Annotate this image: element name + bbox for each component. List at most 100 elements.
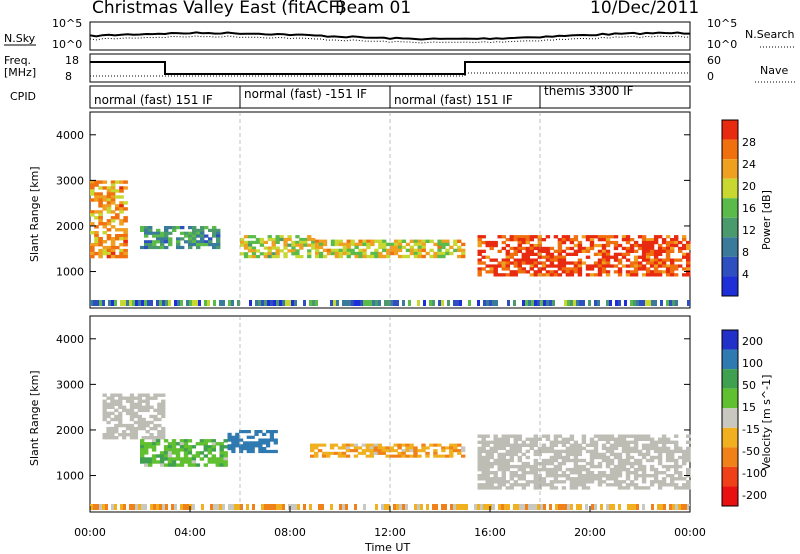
power-echo-region bbox=[90, 180, 128, 259]
power-echo-region bbox=[140, 226, 221, 250]
colorbar-tick-label: 100 bbox=[742, 357, 763, 370]
y-tick-label: 1000 bbox=[56, 266, 84, 279]
freq-right-tick-bottom: 0 bbox=[707, 70, 714, 83]
beam-label: Beam 01 bbox=[335, 0, 411, 18]
colorbar-swatch bbox=[722, 159, 738, 179]
power-echo-region bbox=[477, 235, 691, 277]
cpid-label: CPID bbox=[10, 90, 36, 103]
colorbar-tick-label: 12 bbox=[742, 224, 756, 237]
colorbar-swatch bbox=[722, 330, 738, 350]
x-axis-ticks: 00:00 04:00 08:00 12:00 16:00 20:00 00:00 bbox=[74, 506, 706, 539]
noise-left-tick-top: 10^5 bbox=[52, 17, 82, 30]
velocity-echo-region bbox=[477, 434, 691, 490]
power-echo-region bbox=[315, 239, 466, 259]
colorbar-tick-label: 50 bbox=[742, 379, 756, 392]
colorbar-tick-label: 4 bbox=[742, 268, 749, 281]
velocity-echo-region bbox=[140, 439, 228, 467]
colorbar-swatch bbox=[722, 178, 738, 199]
colorbar-tick-label: 200 bbox=[742, 335, 763, 348]
noise-panel: N.Sky 10^5 10^0 10^5 10^0 N.Search bbox=[4, 17, 795, 51]
colorbar-swatch bbox=[722, 447, 738, 467]
colorbar-tick-label: -15 bbox=[742, 423, 760, 436]
x-tick-label: 20:00 bbox=[574, 526, 606, 539]
velocity-colorbar-label: Velocity [m s^-1] bbox=[760, 375, 773, 470]
colorbar-swatch bbox=[722, 408, 738, 428]
y-tick-label: 3000 bbox=[56, 378, 84, 391]
freq-left-tick-top: 18 bbox=[65, 54, 79, 67]
cpid-mode-3: normal (fast) 151 IF bbox=[394, 93, 513, 107]
velocity-panel: 1000 2000 3000 4000 Slant Range [km] 200 100… bbox=[28, 315, 773, 513]
colorbar-swatch bbox=[722, 466, 738, 487]
y-tick-label: 1000 bbox=[56, 470, 84, 483]
colorbar-swatch bbox=[722, 349, 738, 370]
noise-left-tick-bottom: 10^0 bbox=[52, 38, 82, 51]
y-tick-label: 2000 bbox=[56, 220, 84, 233]
x-tick-label: 00:00 bbox=[74, 526, 106, 539]
colorbar-swatch bbox=[722, 369, 738, 389]
colorbar-swatch bbox=[722, 276, 738, 296]
power-colorbar: 4 8 12 16 20 24 28 bbox=[721, 119, 756, 297]
nave-label: Nave bbox=[760, 64, 788, 77]
power-colorbar-label: Power [dB] bbox=[760, 190, 773, 250]
y-tick-label: 4000 bbox=[56, 129, 84, 142]
freq-trace bbox=[90, 61, 690, 75]
colorbar-swatch bbox=[722, 237, 738, 257]
velocity-y-axis-label: Slant Range [km] bbox=[28, 370, 41, 466]
x-tick-label: 08:00 bbox=[274, 526, 306, 539]
velocity-y-ticks: 1000 2000 3000 4000 bbox=[56, 333, 690, 483]
x-axis-label: Time UT bbox=[364, 541, 410, 554]
colorbar-frame bbox=[721, 329, 739, 507]
colorbar-tick-label: 28 bbox=[742, 136, 756, 149]
nsky-trace bbox=[89, 31, 690, 41]
noise-right-tick-bottom: 10^0 bbox=[707, 38, 737, 51]
freq-right-tick-top: 60 bbox=[707, 54, 721, 67]
velocity-echo-region bbox=[102, 393, 166, 440]
colorbar-frame bbox=[721, 119, 739, 297]
nsky-label: N.Sky bbox=[4, 32, 36, 45]
colorbar-swatch bbox=[722, 256, 738, 277]
freq-unit-label: [MHz] bbox=[4, 66, 36, 79]
cpid-panel: CPID normal (fast) 151 IF normal (fast) … bbox=[10, 84, 691, 109]
x-tick-label: 04:00 bbox=[174, 526, 206, 539]
y-tick-label: 3000 bbox=[56, 174, 84, 187]
colorbar-tick-label: 24 bbox=[742, 158, 756, 171]
colorbar-swatch bbox=[722, 139, 738, 160]
page-title: Christmas Valley East (fitACF) bbox=[92, 0, 345, 18]
velocity-echo-region bbox=[310, 443, 466, 458]
colorbar-swatch bbox=[722, 427, 738, 448]
velocity-colorbar: 200 100 50 15 -15 -50 -100 -200 bbox=[721, 329, 767, 507]
freq-panel: Freq. [MHz] 18 8 60 0 Nave bbox=[4, 53, 795, 83]
colorbar-tick-label: 8 bbox=[742, 246, 749, 259]
x-tick-label: 00:00 bbox=[674, 526, 706, 539]
colorbar-tick-label: -200 bbox=[742, 489, 767, 502]
nsearch-label: N.Search bbox=[745, 28, 795, 41]
colorbar-swatch bbox=[722, 198, 738, 218]
power-y-axis-label: Slant Range [km] bbox=[28, 166, 41, 262]
power-heatmap bbox=[90, 112, 691, 308]
colorbar-tick-label: 16 bbox=[742, 202, 756, 215]
power-near-range-strip bbox=[90, 300, 690, 306]
colorbar-swatch bbox=[722, 486, 738, 506]
colorbar-swatch bbox=[722, 120, 738, 140]
cpid-mode-2: normal (fast) -151 IF bbox=[244, 87, 367, 101]
cpid-mode-4: themis 3300 IF bbox=[544, 84, 634, 98]
freq-left-tick-bottom: 8 bbox=[65, 70, 72, 83]
power-y-ticks: 1000 2000 3000 4000 bbox=[56, 129, 690, 279]
velocity-echo-region bbox=[227, 430, 278, 454]
velocity-near-range-strip bbox=[90, 504, 690, 510]
colorbar-tick-label: 20 bbox=[742, 180, 756, 193]
colorbar-tick-label: -50 bbox=[742, 445, 760, 458]
colorbar-tick-label: 15 bbox=[742, 401, 756, 414]
y-tick-label: 4000 bbox=[56, 333, 84, 346]
power-panel: 1000 2000 3000 4000 Slant Range [km] 4 8 12 16… bbox=[28, 111, 773, 309]
y-tick-label: 2000 bbox=[56, 424, 84, 437]
velocity-heatmap bbox=[90, 316, 691, 512]
date-label: 10/Dec/2011 bbox=[590, 0, 699, 18]
power-echo-region bbox=[240, 235, 316, 259]
noise-right-tick-top: 10^5 bbox=[707, 17, 737, 30]
colorbar-swatch bbox=[722, 217, 738, 238]
freq-label: Freq. bbox=[4, 54, 31, 67]
colorbar-tick-label: -100 bbox=[742, 467, 767, 480]
cpid-mode-1: normal (fast) 151 IF bbox=[94, 93, 213, 107]
